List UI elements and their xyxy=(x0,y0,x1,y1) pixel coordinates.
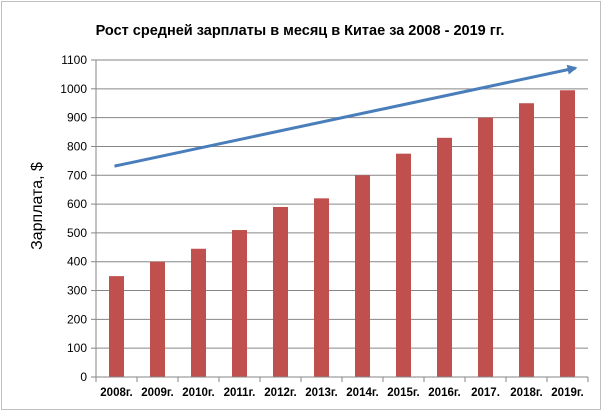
bar xyxy=(232,230,247,377)
y-tick-label: 300 xyxy=(67,284,87,298)
x-tick-label: 2017. xyxy=(471,387,500,399)
trend-arrow xyxy=(114,64,578,168)
bar xyxy=(437,137,452,377)
bar xyxy=(273,206,288,377)
y-tick-label: 600 xyxy=(67,197,87,211)
y-tick-label: 500 xyxy=(67,226,87,240)
bar xyxy=(396,153,411,377)
x-tick-label: 2019г. xyxy=(551,387,583,399)
bars xyxy=(109,90,575,378)
x-tick-label: 2018г. xyxy=(510,387,542,399)
x-tick-labels: 2008г. 2009г. 2010г. 2011г. 2012г. 2013г. 2014… xyxy=(100,387,583,399)
y-axis-label: Зарплата, $ xyxy=(29,162,46,250)
y-tick-label: 800 xyxy=(67,139,87,153)
bar xyxy=(478,117,493,378)
grid-lines xyxy=(91,59,589,382)
bar xyxy=(519,103,534,378)
x-tick-label: 2015г. xyxy=(387,387,419,399)
x-tick-label: 2016г. xyxy=(428,387,460,399)
x-tick-label: 2011г. xyxy=(224,387,256,399)
y-tick-label: 1000 xyxy=(60,82,87,96)
y-tick-labels: 0 100 200 300 400 500 600 700 800 900 1000 1100 xyxy=(60,53,87,384)
y-tick-label: 700 xyxy=(67,168,87,182)
x-tick-label: 2009г. xyxy=(141,387,173,399)
y-tick-label: 400 xyxy=(67,255,87,269)
axes xyxy=(95,60,588,378)
bar xyxy=(355,175,370,377)
bar xyxy=(560,90,575,377)
y-tick-label: 900 xyxy=(67,111,87,125)
bar xyxy=(191,248,206,377)
y-tick-label: 200 xyxy=(67,312,87,326)
bar xyxy=(150,261,165,377)
y-tick-label: 100 xyxy=(67,341,87,355)
y-tick-label: 0 xyxy=(80,370,87,384)
bar xyxy=(109,276,124,377)
x-tick-label: 2014г. xyxy=(346,387,378,399)
x-tick-label: 2010г. xyxy=(182,387,214,399)
x-tick-label: 2012г. xyxy=(264,387,296,399)
bar xyxy=(314,198,329,377)
x-tick-label: 2008г. xyxy=(100,387,132,399)
y-tick-label: 1100 xyxy=(61,53,87,67)
x-tick-label: 2013г. xyxy=(305,387,337,399)
chart-title: Рост средней зарплаты в месяц в Китае за… xyxy=(96,23,505,39)
